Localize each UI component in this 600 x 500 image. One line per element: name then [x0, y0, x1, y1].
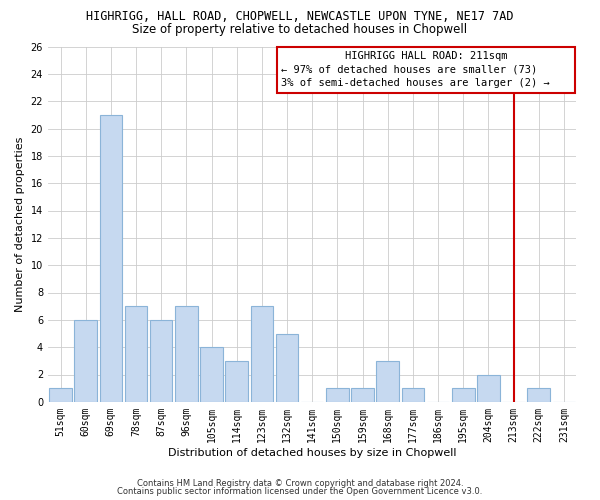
Bar [251, 306, 273, 402]
Bar [74, 320, 97, 402]
Bar [376, 361, 399, 402]
Text: Size of property relative to detached houses in Chopwell: Size of property relative to detached ho… [133, 22, 467, 36]
Text: ← 97% of detached houses are smaller (73): ← 97% of detached houses are smaller (73… [281, 64, 537, 74]
Bar [351, 388, 374, 402]
Text: 3% of semi-detached houses are larger (2) →: 3% of semi-detached houses are larger (2… [281, 78, 550, 88]
Text: HIGHRIGG HALL ROAD: 211sqm: HIGHRIGG HALL ROAD: 211sqm [345, 52, 508, 62]
FancyBboxPatch shape [277, 46, 575, 93]
Bar [401, 388, 424, 402]
Bar [275, 334, 298, 402]
Bar [527, 388, 550, 402]
Bar [100, 115, 122, 402]
Bar [49, 388, 72, 402]
Bar [200, 347, 223, 402]
Text: HIGHRIGG, HALL ROAD, CHOPWELL, NEWCASTLE UPON TYNE, NE17 7AD: HIGHRIGG, HALL ROAD, CHOPWELL, NEWCASTLE… [86, 10, 514, 23]
Text: Contains HM Land Registry data © Crown copyright and database right 2024.: Contains HM Land Registry data © Crown c… [137, 478, 463, 488]
X-axis label: Distribution of detached houses by size in Chopwell: Distribution of detached houses by size … [168, 448, 457, 458]
Bar [125, 306, 148, 402]
Bar [175, 306, 197, 402]
Bar [326, 388, 349, 402]
Y-axis label: Number of detached properties: Number of detached properties [15, 136, 25, 312]
Bar [226, 361, 248, 402]
Bar [150, 320, 172, 402]
Bar [477, 374, 500, 402]
Bar [452, 388, 475, 402]
Text: Contains public sector information licensed under the Open Government Licence v3: Contains public sector information licen… [118, 487, 482, 496]
